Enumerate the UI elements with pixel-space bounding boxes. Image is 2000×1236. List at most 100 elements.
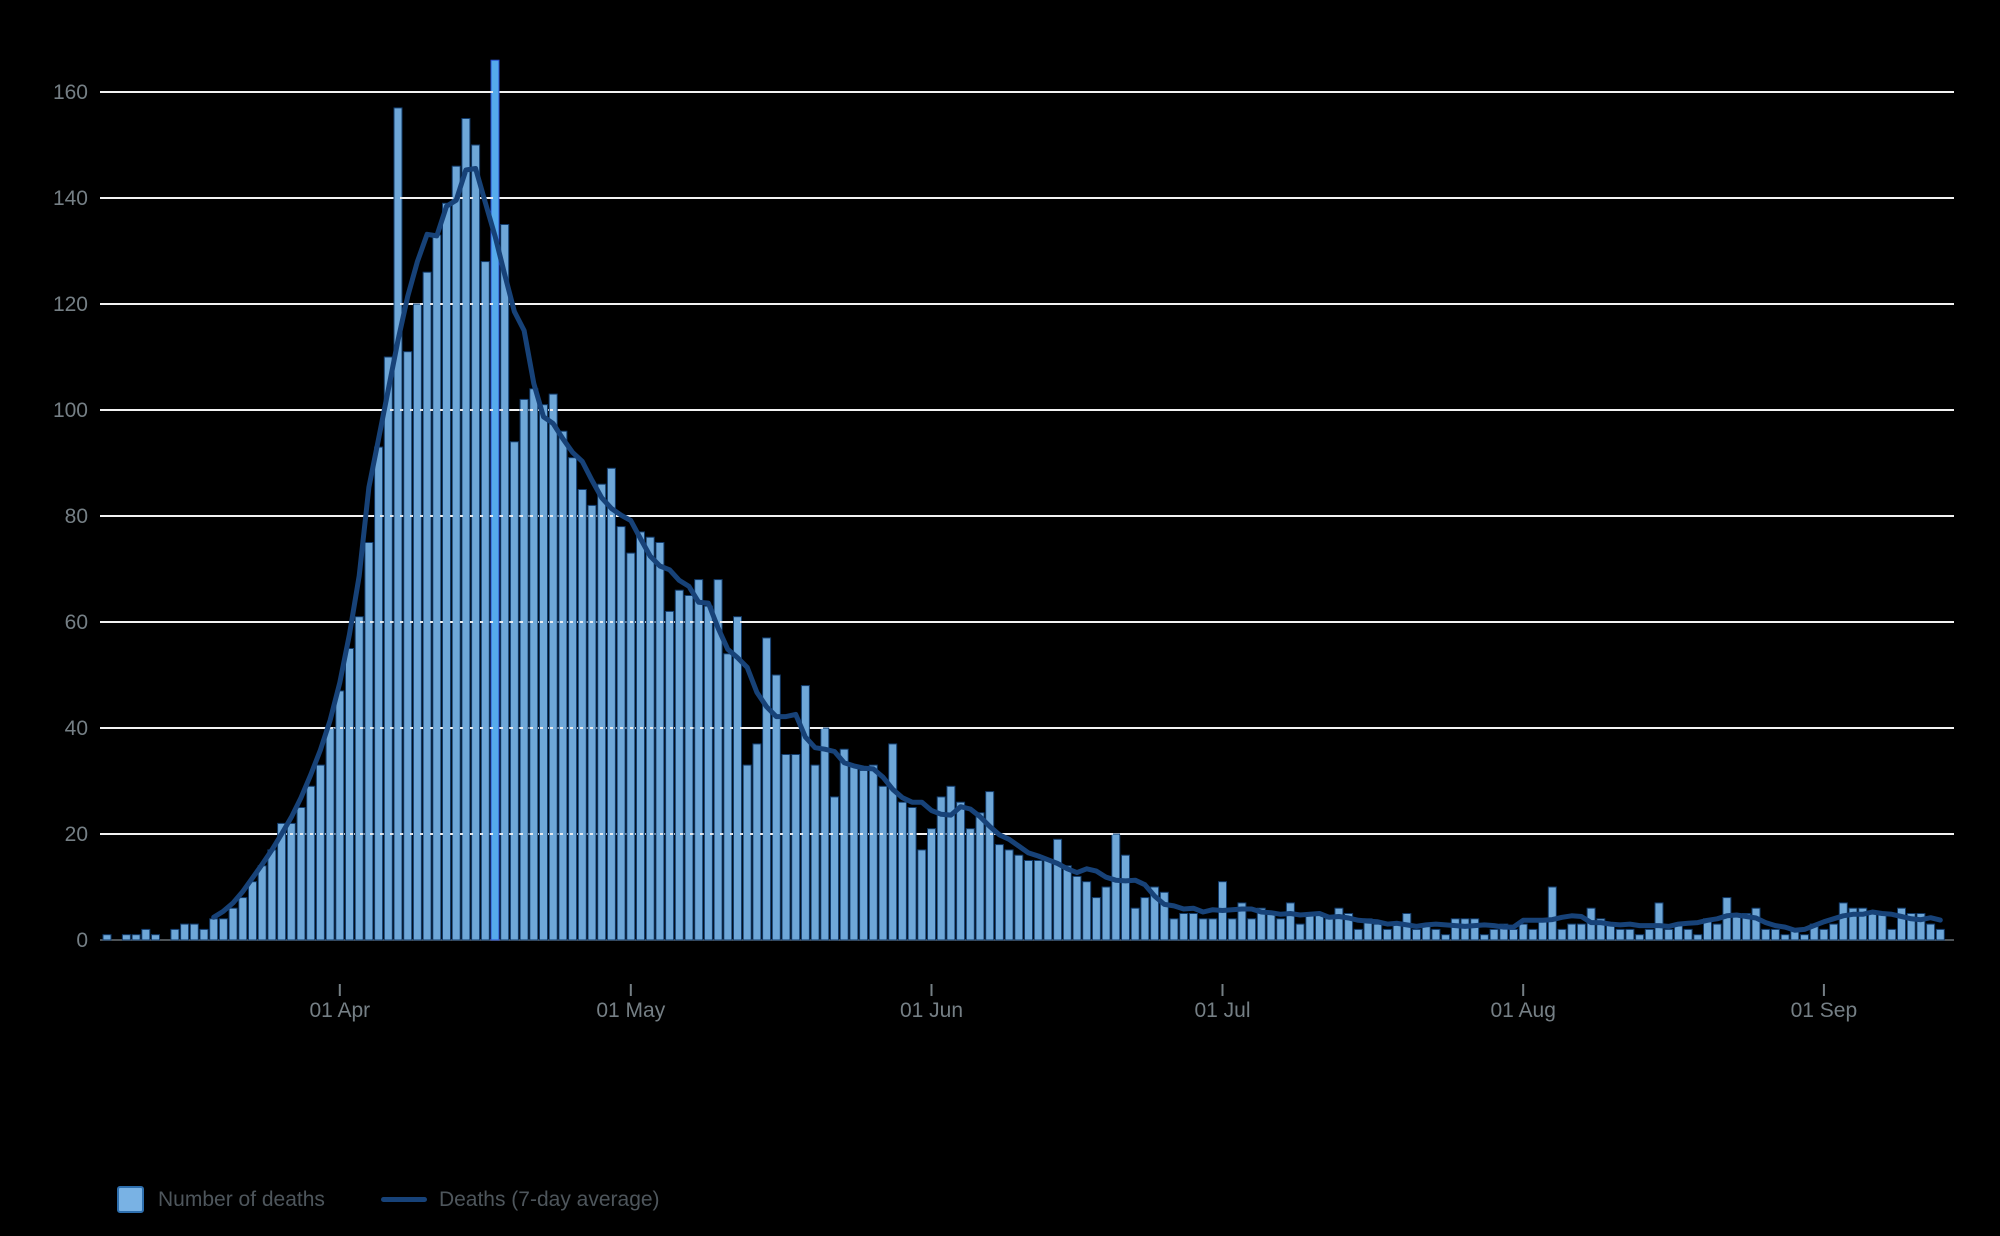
bar[interactable] bbox=[965, 828, 975, 941]
bar[interactable] bbox=[1159, 891, 1169, 941]
bar[interactable] bbox=[684, 595, 694, 941]
bar[interactable] bbox=[1121, 854, 1130, 941]
bar[interactable] bbox=[1334, 907, 1344, 941]
bar[interactable] bbox=[1693, 934, 1703, 941]
bar[interactable] bbox=[1460, 918, 1470, 941]
bar[interactable] bbox=[907, 807, 917, 941]
bar[interactable] bbox=[1315, 913, 1324, 941]
bar[interactable] bbox=[238, 897, 248, 941]
bar[interactable] bbox=[1761, 928, 1771, 941]
bar[interactable] bbox=[286, 822, 296, 941]
bar[interactable] bbox=[1906, 913, 1916, 941]
bar[interactable] bbox=[393, 107, 403, 941]
bar[interactable] bbox=[1887, 928, 1897, 941]
bar[interactable] bbox=[839, 748, 849, 941]
bar[interactable] bbox=[1683, 928, 1693, 941]
bar[interactable] bbox=[257, 865, 267, 941]
bar[interactable] bbox=[1188, 913, 1198, 941]
bar[interactable] bbox=[568, 457, 578, 941]
bar[interactable] bbox=[956, 801, 966, 941]
bar[interactable] bbox=[1043, 860, 1053, 941]
bar[interactable] bbox=[306, 785, 316, 941]
bar[interactable] bbox=[1004, 849, 1014, 941]
bar[interactable] bbox=[1053, 838, 1063, 941]
bar[interactable] bbox=[742, 764, 752, 941]
bar[interactable] bbox=[209, 918, 219, 941]
bar[interactable] bbox=[616, 526, 626, 941]
bar[interactable] bbox=[345, 648, 354, 941]
bar[interactable] bbox=[1441, 934, 1451, 941]
bar[interactable] bbox=[1916, 913, 1926, 941]
bar[interactable] bbox=[636, 531, 645, 941]
bar[interactable] bbox=[1644, 928, 1654, 941]
bar[interactable] bbox=[975, 812, 985, 941]
bar[interactable] bbox=[1780, 934, 1790, 941]
bar[interactable] bbox=[1227, 918, 1237, 941]
bar[interactable] bbox=[1295, 923, 1305, 941]
bar[interactable] bbox=[791, 754, 801, 941]
bar[interactable] bbox=[461, 118, 471, 941]
bar[interactable] bbox=[762, 637, 772, 941]
bar[interactable] bbox=[548, 393, 558, 941]
bar[interactable] bbox=[927, 828, 936, 941]
bar[interactable] bbox=[529, 388, 539, 941]
bar[interactable] bbox=[1285, 902, 1295, 941]
bar[interactable] bbox=[1547, 886, 1557, 941]
bar[interactable] bbox=[1596, 918, 1606, 941]
bar[interactable] bbox=[218, 918, 228, 941]
bar[interactable] bbox=[849, 764, 859, 941]
bar[interactable] bbox=[1072, 875, 1082, 941]
bar[interactable] bbox=[994, 844, 1004, 941]
bar[interactable] bbox=[1838, 902, 1848, 941]
bar[interactable] bbox=[480, 261, 490, 941]
bar[interactable] bbox=[315, 764, 325, 941]
bar[interactable] bbox=[1567, 923, 1577, 941]
bar[interactable] bbox=[277, 822, 287, 941]
bar[interactable] bbox=[1179, 913, 1189, 941]
bar[interactable] bbox=[1024, 860, 1033, 941]
bar[interactable] bbox=[1489, 928, 1499, 941]
bar[interactable] bbox=[897, 801, 907, 941]
bar[interactable] bbox=[781, 754, 791, 941]
bar[interactable] bbox=[442, 202, 451, 941]
bar[interactable] bbox=[626, 552, 636, 941]
bar[interactable] bbox=[519, 398, 529, 941]
bar[interactable] bbox=[1130, 907, 1140, 941]
bar[interactable] bbox=[151, 934, 160, 941]
bar[interactable] bbox=[674, 589, 684, 941]
bar[interactable] bbox=[500, 224, 510, 941]
bar[interactable] bbox=[859, 769, 869, 941]
bar[interactable] bbox=[248, 881, 257, 941]
bar[interactable] bbox=[587, 504, 597, 941]
bar[interactable] bbox=[946, 785, 956, 941]
bar[interactable] bbox=[1819, 928, 1829, 941]
bar-series-swatch[interactable] bbox=[117, 1186, 144, 1213]
bar[interactable] bbox=[509, 441, 519, 941]
bar[interactable] bbox=[694, 579, 704, 941]
bar[interactable] bbox=[1712, 923, 1722, 941]
bar[interactable] bbox=[539, 404, 548, 941]
bar[interactable] bbox=[1412, 928, 1421, 941]
bar[interactable] bbox=[878, 785, 888, 941]
bar[interactable] bbox=[383, 356, 393, 941]
bar[interactable] bbox=[189, 923, 199, 941]
bar[interactable] bbox=[1169, 918, 1179, 941]
bar[interactable] bbox=[655, 542, 665, 941]
bar[interactable] bbox=[1518, 923, 1528, 941]
bar[interactable] bbox=[1499, 923, 1509, 941]
bar[interactable] bbox=[1091, 897, 1101, 941]
bar[interactable] bbox=[723, 653, 733, 941]
bar[interactable] bbox=[917, 849, 927, 941]
bar[interactable] bbox=[1926, 923, 1936, 941]
bar[interactable] bbox=[432, 234, 442, 941]
bar[interactable] bbox=[1111, 833, 1121, 941]
bar[interactable] bbox=[1858, 907, 1868, 941]
bar[interactable] bbox=[810, 764, 820, 941]
bar[interactable] bbox=[267, 849, 277, 941]
bar[interactable] bbox=[830, 796, 839, 941]
bar[interactable] bbox=[1305, 913, 1315, 941]
bar[interactable] bbox=[422, 271, 432, 941]
bar[interactable] bbox=[1770, 928, 1780, 941]
bar[interactable] bbox=[1509, 928, 1518, 941]
bar[interactable] bbox=[1848, 907, 1858, 941]
